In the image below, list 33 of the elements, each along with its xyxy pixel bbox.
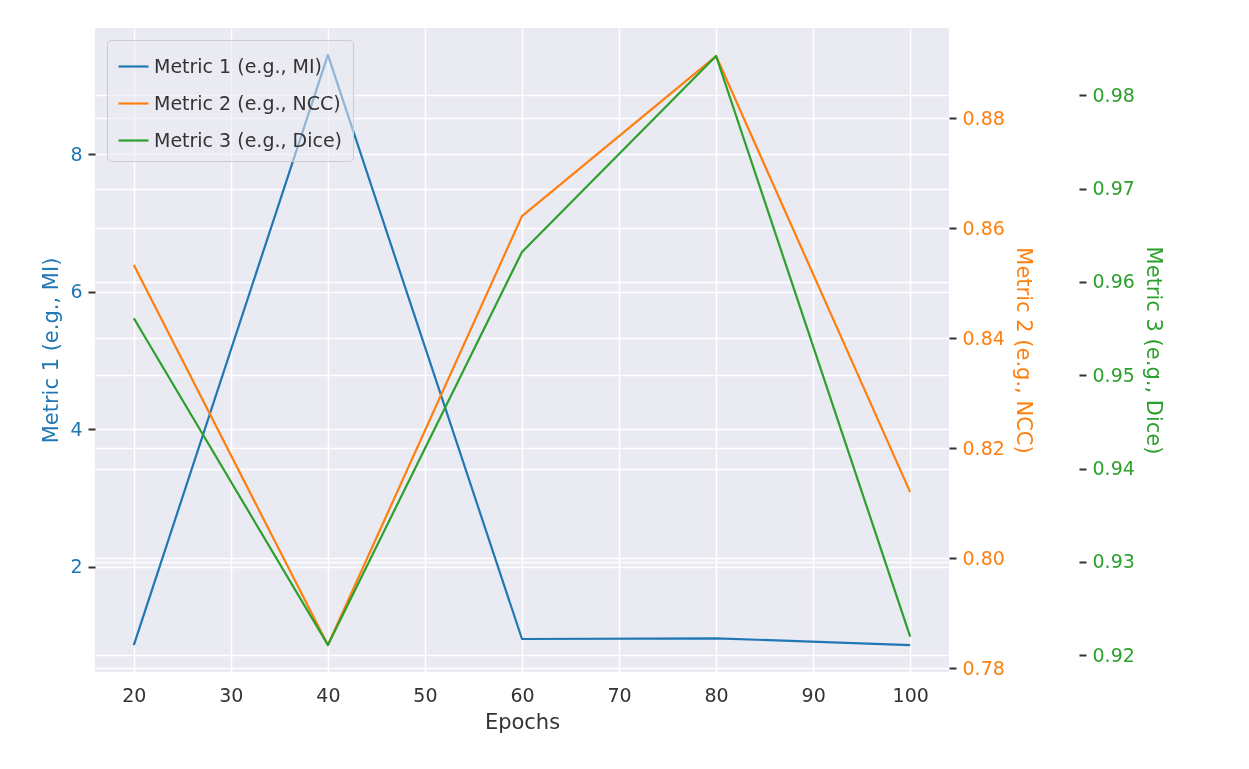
- y-tick-label: 8: [70, 142, 83, 165]
- x-tick-label: 50: [413, 683, 438, 706]
- x-tick-label: 30: [219, 683, 244, 706]
- y3-tick-label: 0.96: [1092, 270, 1135, 293]
- legend-label: Metric 2 (e.g., NCC): [154, 91, 341, 114]
- y-tick-label: 4: [70, 417, 83, 440]
- y3-tick-label: 0.95: [1092, 363, 1135, 386]
- y-tick-label: 6: [70, 280, 83, 303]
- y3-tick-label: 0.98: [1092, 83, 1135, 106]
- y2-tick-label: 0.78: [962, 656, 1005, 679]
- x-tick-label: 40: [316, 683, 341, 706]
- legend-label: Metric 3 (e.g., Dice): [154, 128, 343, 151]
- legend-label: Metric 1 (e.g., MI): [154, 54, 322, 77]
- x-tick-label: 80: [704, 683, 729, 706]
- y2-tick-label: 0.84: [962, 326, 1005, 349]
- x-axis-title: Epochs: [484, 709, 561, 734]
- y2-axis-title: Metric 2 (e.g., NCC): [1011, 247, 1036, 454]
- y3-tick-label: 0.92: [1092, 643, 1135, 666]
- y3-axis-title: Metric 3 (e.g., Dice): [1141, 246, 1166, 455]
- y2-tick-label: 0.88: [962, 106, 1005, 129]
- x-tick-label: 100: [892, 683, 929, 706]
- x-tick-label: 20: [122, 683, 147, 706]
- y3-tick-label: 0.97: [1092, 177, 1135, 200]
- y3-tick-label: 0.94: [1092, 457, 1135, 480]
- x-tick-label: 90: [801, 683, 826, 706]
- y2-tick-label: 0.80: [962, 546, 1005, 569]
- x-tick-label: 60: [510, 683, 535, 706]
- y3-tick-label: 0.93: [1092, 550, 1135, 573]
- y-axis-title: Metric 1 (e.g., MI): [39, 257, 64, 444]
- x-tick-label: 70: [607, 683, 632, 706]
- y-tick-label: 2: [70, 555, 83, 578]
- y2-tick-label: 0.86: [962, 216, 1005, 239]
- y2-tick-label: 0.82: [962, 436, 1005, 459]
